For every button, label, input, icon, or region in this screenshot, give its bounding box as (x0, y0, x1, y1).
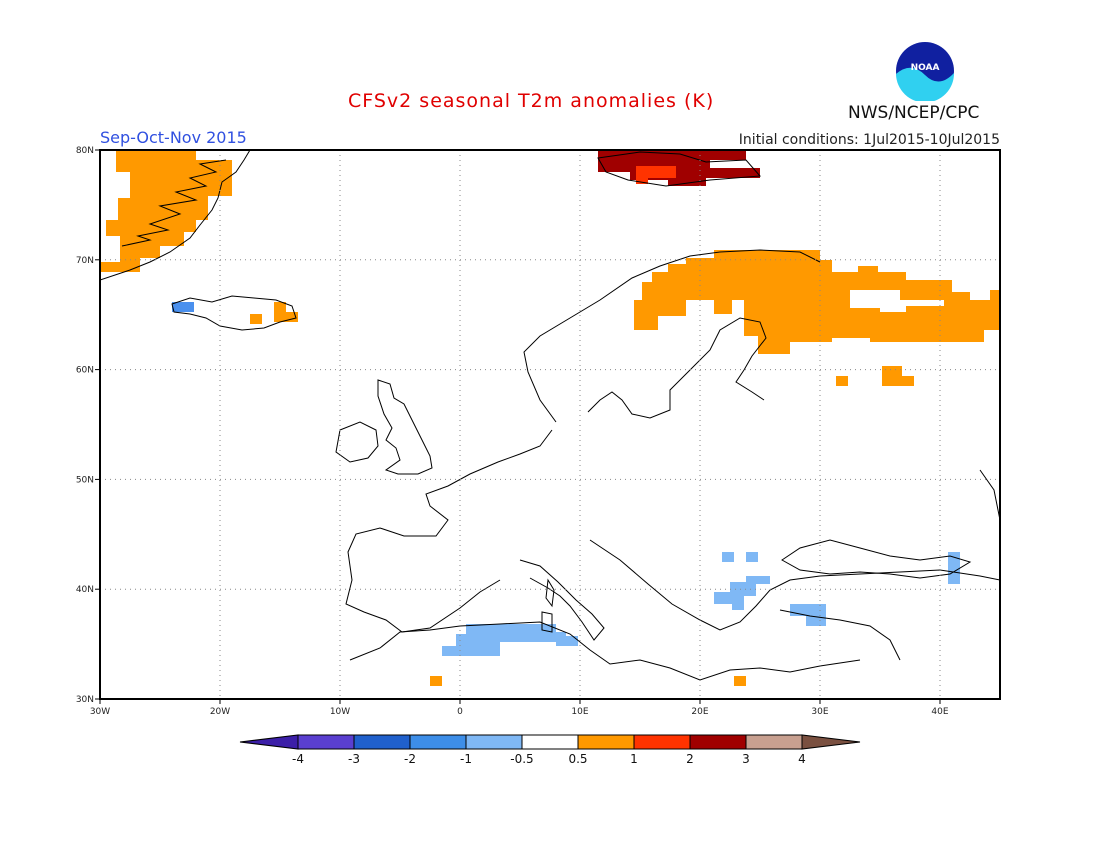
lon-tick-label: 0 (457, 707, 463, 717)
anomaly-balkans-greece (714, 552, 770, 610)
lat-tick-label: 80N (76, 146, 94, 156)
anomaly-iceland (250, 302, 298, 324)
anomaly-svalbard (598, 150, 760, 186)
colorbar-label: -1 (460, 752, 472, 766)
lon-tick-label: 20W (210, 707, 230, 717)
coastlines (100, 150, 1000, 681)
lat-tick-label: 50N (76, 475, 94, 485)
coast-caspian (979, 469, 1000, 521)
anomaly-greenland (100, 150, 232, 272)
lon-tick-label: 30W (90, 707, 110, 717)
coast-west-europe (345, 429, 553, 633)
colorbar-label: -2 (404, 752, 416, 766)
colorbar-segment (297, 734, 355, 750)
lon-tick-label: 10W (330, 707, 350, 717)
anomaly-algeria-dot (430, 676, 442, 686)
colorbar-label: 3 (742, 752, 750, 766)
lon-tick-label: 20E (691, 707, 708, 717)
lon-tick-label: 10E (571, 707, 588, 717)
lon-tick-label: 30E (811, 707, 828, 717)
agency-label: NWS/NCEP/CPC (848, 103, 980, 123)
coast-ireland (335, 421, 379, 463)
lon-tick-label: 40E (931, 707, 948, 717)
map-frame (99, 149, 1001, 700)
colorbar-label: 2 (686, 752, 694, 766)
logo-text: NOAA (910, 63, 940, 73)
colorbar-max-arrow (801, 734, 861, 750)
lat-tick-label: 30N (76, 695, 94, 705)
anomaly-libya-dot (734, 676, 746, 686)
anomaly-caucasus (948, 552, 960, 584)
lat-tick-label: 70N (76, 256, 94, 266)
colorbar-min-arrow (239, 734, 299, 750)
map-axes: 30W 20W 10W 0 10E 20E 30E 40E 30N 40N 50N 60N 70N 80N (76, 146, 949, 717)
coast-north-africa (349, 621, 861, 681)
initial-conditions-label: Initial conditions: 1Jul2015-10Jul2015 (738, 132, 1000, 148)
colorbar-segment (689, 734, 747, 750)
coast-balkans (589, 539, 1000, 631)
coast-baltic (587, 317, 767, 419)
chart-title: CFSv2 seasonal T2m anomalies (K) (348, 90, 715, 112)
anomaly-layer (100, 150, 1000, 686)
coast-italy (519, 559, 605, 641)
coast-corsica-sardinia (541, 578, 555, 633)
noaa-logo: NOAA (893, 41, 957, 103)
coast-greenland (100, 150, 251, 281)
colorbar-segment (465, 734, 523, 750)
anomaly-west-russia-small (836, 366, 914, 386)
anomaly-north-africa (442, 624, 578, 656)
coast-greenland-fjords (121, 159, 227, 247)
colorbar-segment (353, 734, 411, 750)
coast-norway (523, 249, 821, 423)
coast-iceland (171, 295, 297, 331)
coast-turkey-south (779, 609, 901, 661)
coast-svalbard (597, 151, 762, 187)
lat-tick-label: 60N (76, 366, 94, 376)
lat-tick-label: 40N (76, 585, 94, 595)
colorbar-label: -0.5 (510, 752, 533, 766)
colorbar-label: 1 (630, 752, 638, 766)
colorbar-segment (521, 734, 579, 750)
anomaly-scandinavia-russia (634, 250, 1000, 354)
coast-britain (377, 379, 433, 475)
colorbar-segment (745, 734, 803, 750)
colorbar: -4 -3 -2 -1 -0.5 0.5 1 2 3 4 (239, 734, 861, 766)
anomaly-svalbard-core (636, 166, 676, 184)
colorbar-segment (577, 734, 635, 750)
graticule (100, 150, 1000, 699)
anomaly-iceland-west (172, 302, 194, 312)
colorbar-label: -3 (348, 752, 360, 766)
colorbar-segment (409, 734, 467, 750)
coast-black-sea (781, 539, 972, 579)
anomaly-turkey (790, 604, 826, 626)
colorbar-label: 4 (798, 752, 806, 766)
colorbar-label: -4 (292, 752, 304, 766)
season-label: Sep-Oct-Nov 2015 (100, 128, 247, 147)
colorbar-label: 0.5 (568, 752, 587, 766)
colorbar-segment (633, 734, 691, 750)
